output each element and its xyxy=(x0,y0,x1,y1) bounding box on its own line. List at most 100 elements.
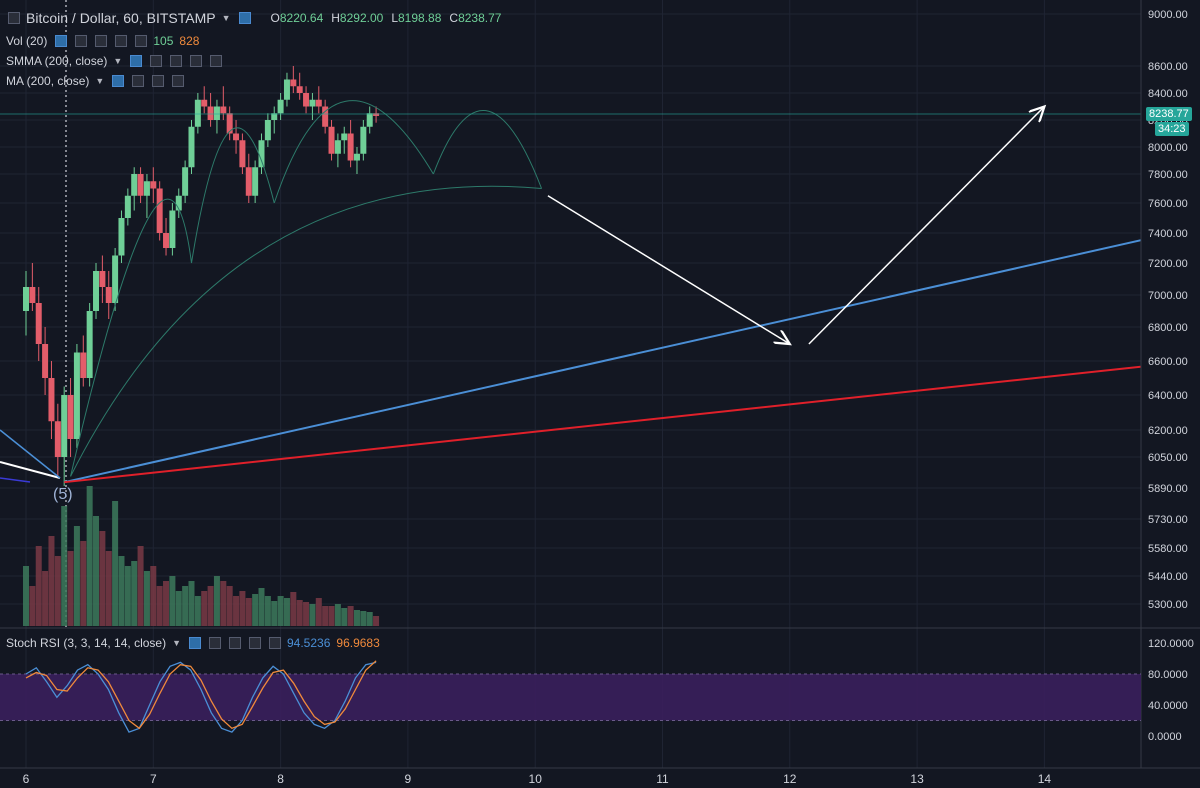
bar-countdown: 34:23 xyxy=(1155,122,1189,136)
candle-body xyxy=(118,218,125,256)
collapse-icon[interactable] xyxy=(8,12,20,24)
price-tick-label: 8000.00 xyxy=(1148,142,1188,154)
stoch-rsi-pane: 120.0000 80.0000 40.0000 0.0000 xyxy=(0,627,1200,743)
eye-icon[interactable] xyxy=(112,75,125,87)
time-axis[interactable]: 6 7 8 9 10 11 12 13 14 xyxy=(0,767,1200,786)
volume-bar xyxy=(131,561,138,626)
close-icon[interactable] xyxy=(269,637,281,649)
volume-bar xyxy=(213,576,220,626)
chevron-down-icon[interactable]: ▼ xyxy=(172,638,181,648)
ohlc-values: O8220.64 H8292.00 L8198.88 C8238.77 xyxy=(271,11,502,25)
settings-icon[interactable] xyxy=(209,637,221,649)
add-icon[interactable] xyxy=(249,637,261,649)
candle-body xyxy=(353,153,360,161)
add-icon[interactable] xyxy=(152,75,165,87)
candle-body xyxy=(67,395,74,439)
candle-body xyxy=(99,271,106,287)
stoch-indicator-name[interactable]: Stoch RSI (3, 3, 14, 14, close) xyxy=(6,636,167,650)
vol-ma-value: 828 xyxy=(179,34,200,48)
price-tick-label: 5730.00 xyxy=(1148,514,1188,526)
volume-bar xyxy=(169,576,176,626)
eye-icon[interactable] xyxy=(55,35,68,47)
candle-body xyxy=(73,352,80,439)
candle-body xyxy=(360,126,367,154)
candle-body xyxy=(150,181,157,189)
candle-body xyxy=(290,79,297,87)
candle-body xyxy=(322,106,329,127)
price-tick-label: 6050.00 xyxy=(1148,452,1188,464)
price-tick-label: 5580.00 xyxy=(1148,543,1188,555)
candle-body xyxy=(29,287,36,303)
candle-body xyxy=(156,188,163,233)
candle-body xyxy=(271,113,278,120)
candle-body xyxy=(112,255,119,303)
rsi-tick-label: 80.0000 xyxy=(1148,669,1188,681)
candle-body xyxy=(124,195,131,218)
price-tick-label: 8600.00 xyxy=(1148,61,1188,73)
volume-bar xyxy=(61,506,68,626)
candle-body xyxy=(175,195,182,211)
price-tick-label: 5440.00 xyxy=(1148,571,1188,583)
candle-body xyxy=(137,174,144,196)
volume-bar xyxy=(67,551,74,626)
volume-bar xyxy=(360,611,367,626)
vol-indicator-name[interactable]: Vol (20) xyxy=(6,34,48,48)
settings-icon[interactable] xyxy=(75,35,88,47)
candle-body xyxy=(182,167,189,196)
drawing-overlays xyxy=(0,100,1147,484)
symbol-legend: Bitcoin / Dollar, 60, BITSTAMP ▼ O8220.6… xyxy=(6,10,501,26)
candle-body xyxy=(201,99,208,107)
ma-indicator-name[interactable]: MA (200, close) xyxy=(6,74,90,88)
candle-body xyxy=(245,167,252,196)
volume-bar xyxy=(182,586,189,626)
price-tick-label: 6400.00 xyxy=(1148,390,1188,402)
arc-small-2 xyxy=(190,127,275,264)
close-icon[interactable] xyxy=(172,75,185,87)
source-icon[interactable] xyxy=(95,35,108,47)
stoch-legend: Stoch RSI (3, 3, 14, 14, close) ▼ 94.523… xyxy=(6,636,380,650)
candle-body xyxy=(258,140,265,168)
smma-legend: SMMA (200, close) ▼ xyxy=(6,54,223,68)
time-tick-label: 8 xyxy=(277,772,284,786)
close-icon[interactable] xyxy=(135,35,148,47)
volume-bar xyxy=(239,591,246,626)
candle-body xyxy=(188,126,195,168)
volume-bar xyxy=(207,586,214,626)
candle-body xyxy=(341,133,348,141)
candle-body xyxy=(23,287,29,311)
eye-icon[interactable] xyxy=(189,637,201,649)
source-icon[interactable] xyxy=(170,55,183,67)
last-price-tag: 8238.77 xyxy=(1146,107,1192,121)
volume-bar xyxy=(328,606,335,626)
settings-icon[interactable] xyxy=(150,55,163,67)
time-tick-label: 9 xyxy=(405,772,412,786)
candle-body xyxy=(366,113,373,127)
settings-icon[interactable] xyxy=(132,75,145,87)
chevron-down-icon[interactable]: ▼ xyxy=(113,56,123,66)
volume-bar xyxy=(150,566,157,626)
symbol-title[interactable]: Bitcoin / Dollar, 60, BITSTAMP xyxy=(26,10,216,26)
source-icon[interactable] xyxy=(229,637,241,649)
candle-body xyxy=(233,133,240,141)
add-icon[interactable] xyxy=(190,55,203,67)
close-icon[interactable] xyxy=(210,55,223,67)
volume-bar xyxy=(226,586,233,626)
eye-icon[interactable] xyxy=(130,55,143,67)
candle-body xyxy=(143,181,150,196)
chevron-down-icon[interactable]: ▼ xyxy=(95,76,105,86)
candle-body xyxy=(226,113,233,134)
smma-indicator-name[interactable]: SMMA (200, close) xyxy=(6,54,108,68)
add-icon[interactable] xyxy=(115,35,128,47)
chevron-down-icon[interactable]: ▼ xyxy=(221,13,231,23)
wave-line-navy xyxy=(0,477,31,483)
eye-icon[interactable] xyxy=(238,12,251,24)
volume-bar xyxy=(277,596,284,626)
volume-bar xyxy=(366,612,373,626)
candle-body xyxy=(35,303,42,344)
price-tick-label: 7600.00 xyxy=(1148,198,1188,210)
volume-bar xyxy=(264,596,271,626)
ohlc-value-high: 8292.00 xyxy=(339,11,384,25)
price-tick-label: 6600.00 xyxy=(1148,356,1188,368)
volume-bar xyxy=(233,596,240,626)
